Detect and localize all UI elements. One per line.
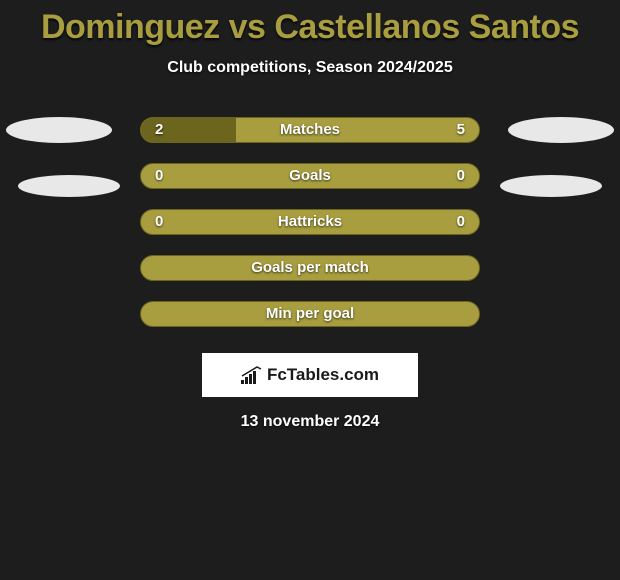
stat-bar: 2 Matches 5	[140, 117, 480, 143]
stat-label: Matches	[141, 118, 479, 142]
stat-bar: Goals per match	[140, 255, 480, 281]
stat-bar: Min per goal	[140, 301, 480, 327]
stat-label: Goals	[141, 164, 479, 188]
comparison-widget: Dominguez vs Castellanos Santos Club com…	[0, 0, 620, 431]
page-title: Dominguez vs Castellanos Santos	[0, 8, 620, 47]
player-left-badge	[18, 175, 120, 197]
stat-rows: 2 Matches 5 0 Goals 0 0 Hattricks 0	[0, 117, 620, 327]
player-right-badge	[508, 117, 614, 143]
chart-icon	[241, 366, 263, 384]
player-left-badge	[6, 117, 112, 143]
stat-right-value: 0	[457, 210, 465, 234]
date-text: 13 november 2024	[0, 413, 620, 431]
brand-badge: FcTables.com	[202, 353, 418, 397]
subtitle: Club competitions, Season 2024/2025	[0, 59, 620, 77]
stat-right-value: 5	[457, 118, 465, 142]
stat-label: Min per goal	[141, 302, 479, 326]
stat-label: Hattricks	[141, 210, 479, 234]
player-right-badge	[500, 175, 602, 197]
stat-row: 0 Goals 0	[0, 163, 620, 189]
stat-bar: 0 Goals 0	[140, 163, 480, 189]
stat-row: 2 Matches 5	[0, 117, 620, 143]
stat-bar: 0 Hattricks 0	[140, 209, 480, 235]
stat-row: Min per goal	[0, 301, 620, 327]
stat-row: 0 Hattricks 0	[0, 209, 620, 235]
stat-row: Goals per match	[0, 255, 620, 281]
stat-label: Goals per match	[141, 256, 479, 280]
stat-right-value: 0	[457, 164, 465, 188]
brand-text: FcTables.com	[267, 365, 379, 385]
